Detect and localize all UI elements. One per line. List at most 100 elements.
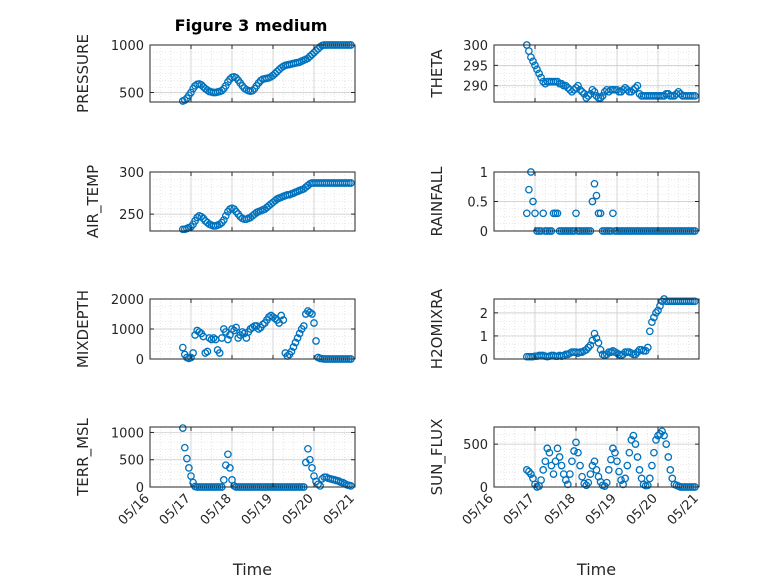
y-tick-label: 0 (480, 481, 488, 496)
y-tick-label: 295 (463, 59, 488, 74)
data-point (543, 444, 552, 453)
data-point (187, 472, 195, 480)
data-point (572, 438, 580, 447)
data-point (652, 436, 660, 444)
data-point (568, 87, 576, 96)
x-tick-label: 05/21 (665, 491, 702, 528)
data-point (590, 87, 599, 96)
data-point (308, 464, 316, 472)
data-point (563, 480, 572, 489)
data-point (312, 46, 320, 55)
data-point (576, 85, 584, 94)
data-point (226, 464, 234, 472)
data-point (295, 329, 304, 338)
data-point (189, 349, 197, 357)
data-point (535, 69, 543, 78)
data-point (197, 212, 206, 221)
data-point (602, 478, 611, 487)
subplot-sunflux: 0 500 05/16 05/17 05/18 05/19 05/20 05/21 SUN_FL… (428, 419, 702, 579)
data-point (277, 311, 286, 320)
data-point (537, 476, 545, 484)
data-point (180, 443, 189, 452)
data-point (551, 457, 560, 466)
y-tick-label: 300 (119, 166, 144, 181)
data-point (604, 466, 613, 474)
data-point (539, 209, 548, 218)
data-point (308, 50, 316, 59)
data-point (178, 424, 187, 432)
data-point (553, 77, 562, 86)
subplot-mixdepth: 0 1000 2000 MIXDEPTH (74, 290, 356, 368)
data-point (691, 92, 699, 100)
data-point (592, 466, 601, 474)
data-point (660, 431, 668, 440)
data-point (291, 338, 300, 347)
data-point (522, 466, 531, 474)
data-point (287, 347, 296, 356)
x-tick-label: 05/20 (280, 491, 317, 528)
x-axis-label: Time (232, 560, 272, 579)
data-point (224, 335, 232, 344)
data-point (183, 454, 191, 463)
y-tick-label: 1000 (111, 426, 144, 441)
data-point (527, 470, 535, 478)
data-point (590, 179, 599, 188)
data-point (527, 53, 535, 62)
data-point (611, 448, 619, 457)
data-point (545, 448, 554, 457)
data-point (537, 73, 545, 82)
data-point (623, 461, 632, 470)
y-tick-label: 290 (463, 80, 488, 95)
data-point (215, 349, 224, 357)
data-point (592, 334, 601, 343)
y-tick-label: 500 (119, 454, 144, 469)
data-point (609, 209, 617, 218)
x-tick-label: 05/18 (198, 491, 235, 528)
data-point (566, 470, 574, 478)
subplot-h2omixra: 0 1 2 H2OMIXRA (428, 288, 700, 369)
y-axis-label: H2OMIXRA (428, 288, 446, 369)
data-point (621, 83, 630, 92)
data-point (645, 474, 654, 483)
data-point (588, 85, 597, 94)
data-point (221, 211, 230, 220)
y-tick-label: 1 (480, 330, 488, 345)
data-point (310, 48, 318, 57)
data-point (658, 427, 666, 436)
data-point (258, 320, 267, 329)
data-point (308, 310, 316, 318)
data-point (178, 343, 187, 352)
x-tick-label: 05/18 (542, 491, 579, 528)
data-point (187, 88, 195, 97)
data-point (553, 444, 562, 453)
subplot-rainfall: 0 0.5 1 RAINFALL (428, 166, 700, 240)
y-tick-label: 0.5 (467, 196, 488, 211)
x-tick-label: 05/19 (583, 491, 620, 528)
data-point (525, 185, 533, 194)
data-point (631, 83, 640, 92)
data-point (293, 334, 302, 342)
axes-box (493, 44, 700, 103)
data-point (645, 327, 654, 336)
data-point (224, 450, 232, 459)
data-point (596, 94, 605, 102)
data-point (596, 345, 605, 354)
data-point (306, 52, 314, 61)
data-point (299, 322, 308, 330)
y-tick-label: 2000 (111, 293, 144, 308)
y-tick-label: 0 (480, 225, 488, 240)
data-point (215, 220, 224, 229)
data-point (533, 65, 541, 74)
data-point (582, 345, 591, 354)
y-axis-label: MIXDEPTH (74, 290, 92, 368)
data-point (588, 197, 597, 206)
data-point (629, 431, 638, 440)
y-axis-label: RAINFALL (428, 166, 446, 237)
data-point (650, 448, 658, 457)
data-point (590, 329, 599, 338)
data-point (189, 478, 197, 487)
data-point (269, 71, 277, 80)
data-point (584, 478, 593, 487)
